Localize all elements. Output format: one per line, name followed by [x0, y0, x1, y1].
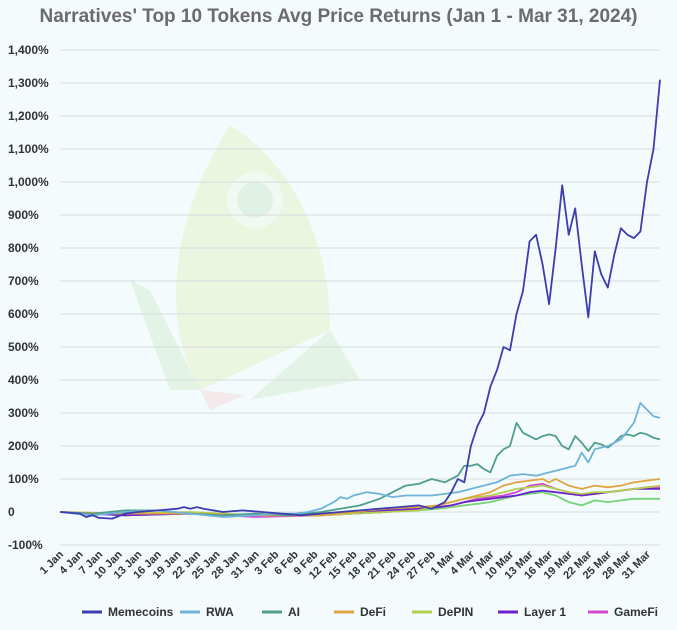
legend-item: AI: [262, 605, 300, 619]
y-tick-label: 1,000%: [8, 175, 49, 189]
series-line-memecoins: [59, 79, 661, 520]
legend-item: Memecoins: [82, 605, 174, 619]
rocket-watermark-icon: [130, 125, 360, 410]
series-line-rwa: [59, 402, 661, 518]
y-axis: -100% 0 100% 200% 300% 400% 500% 600% 700% 800% 90…: [8, 43, 49, 552]
legend-label: Layer 1: [524, 605, 566, 619]
legend-label: DePIN: [438, 605, 473, 619]
legend-item: DeFi: [334, 605, 386, 619]
y-tick-label: 400%: [8, 373, 39, 387]
legend-label: RWA: [206, 605, 234, 619]
legend-item: Layer 1: [498, 605, 566, 619]
legend-label: Memecoins: [108, 605, 174, 619]
legend-label: AI: [288, 605, 300, 619]
legend-label: DeFi: [360, 605, 386, 619]
y-tick-label: 200%: [8, 439, 39, 453]
y-tick-label: 0: [8, 505, 15, 519]
y-tick-label: 500%: [8, 340, 39, 354]
series-line-defi: [59, 478, 661, 517]
y-tick-label: 600%: [8, 307, 39, 321]
chart-title: Narratives' Top 10 Tokens Avg Price Retu…: [39, 6, 638, 27]
y-tick-label: 1,200%: [8, 109, 49, 123]
legend-item: RWA: [180, 605, 234, 619]
legend-item: DePIN: [412, 605, 473, 619]
y-tick-label: 900%: [8, 208, 39, 222]
y-tick-label: 700%: [8, 274, 39, 288]
y-tick-label: 1,100%: [8, 142, 49, 156]
series-line-ai: [59, 422, 661, 517]
y-tick-label: -100%: [8, 538, 43, 552]
legend-label: GameFi: [614, 605, 658, 619]
y-tick-label: 800%: [8, 241, 39, 255]
y-tick-label: 1,400%: [8, 43, 49, 57]
y-tick-label: 300%: [8, 406, 39, 420]
grid-lines: [60, 49, 660, 546]
y-tick-label: 1,300%: [8, 76, 49, 90]
series-lines: [59, 79, 661, 520]
y-tick-label: 100%: [8, 472, 39, 486]
legend-item: GameFi: [588, 605, 658, 619]
